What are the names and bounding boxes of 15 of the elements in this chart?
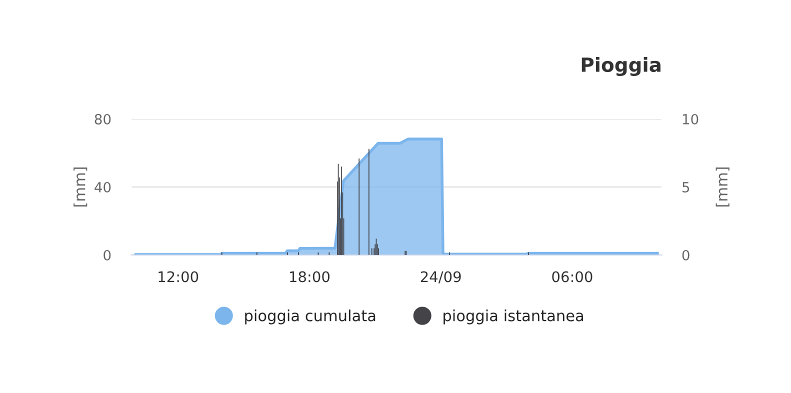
legend-label: pioggia cumulata <box>245 310 376 324</box>
y2-tick-label: 10 <box>682 114 698 124</box>
y2-axis-title: [mm] <box>716 167 730 207</box>
y2-tick-label: 5 <box>682 182 690 192</box>
x-tick-label: 24/09 <box>420 271 461 284</box>
y-tick-label: 40 <box>94 182 111 192</box>
y2-tick-label: 0 <box>682 250 690 260</box>
legend-label: pioggia istantanea <box>444 310 583 324</box>
y-axis-title: [mm] <box>74 167 88 207</box>
chart-title: Pioggia <box>582 57 660 76</box>
x-tick-label: 06:00 <box>552 271 592 282</box>
x-tick-label: 12:00 <box>158 271 198 282</box>
y-tick-label: 0 <box>104 250 111 260</box>
y-tick-label: 80 <box>94 114 111 124</box>
x-tick-label: 18:00 <box>290 271 330 282</box>
